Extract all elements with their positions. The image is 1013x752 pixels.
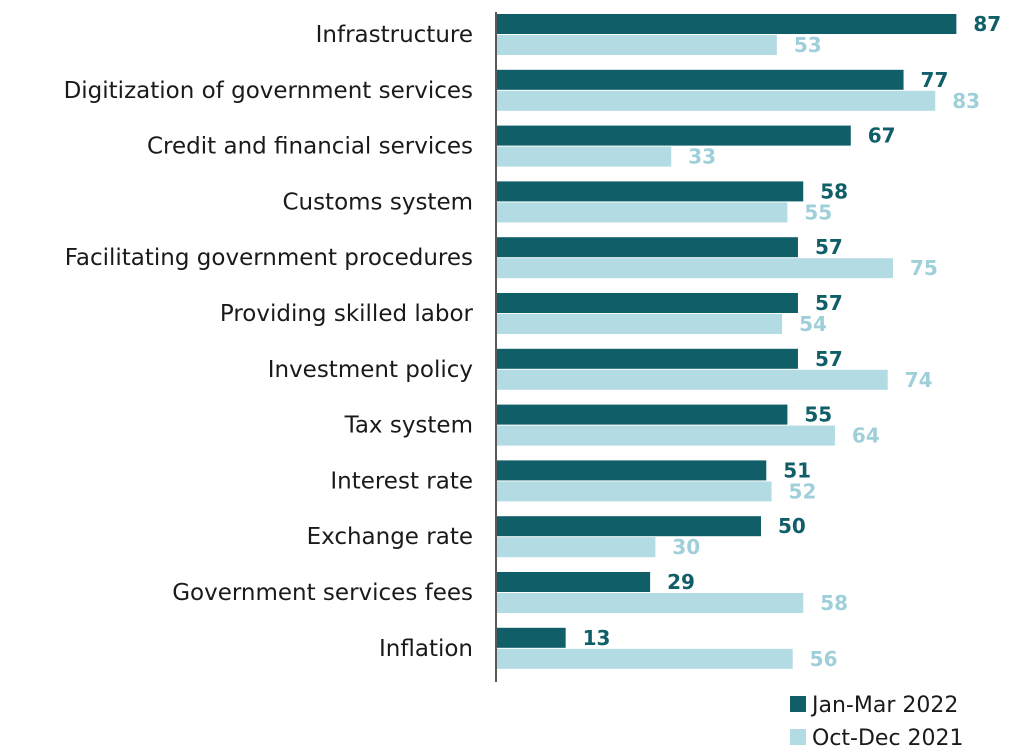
value-label-series-1: 55 [804, 200, 832, 224]
value-labels: 8753778367335855577557545774556451525030… [583, 12, 1002, 671]
category-label: Government services fees [172, 580, 473, 606]
value-label-series-0: 58 [820, 179, 848, 203]
bar-series-0 [497, 69, 904, 90]
value-label-series-1: 52 [789, 479, 817, 503]
bar-series-0 [497, 516, 761, 537]
legend: Jan-Mar 2022 Oct-Dec 2021 [790, 693, 964, 751]
bar-series-0 [497, 293, 798, 313]
bar-series-0 [497, 181, 804, 202]
category-label: Customs system [282, 189, 473, 215]
value-label-series-0: 87 [973, 12, 1001, 36]
bar-series-0 [497, 348, 798, 369]
value-label-series-1: 74 [905, 368, 933, 392]
value-label-series-1: 53 [794, 33, 822, 57]
category-label: Digitization of government services [64, 78, 473, 104]
value-label-series-0: 77 [921, 68, 949, 92]
category-label: Credit and financial services [147, 134, 473, 160]
bar-series-1 [497, 90, 936, 111]
value-label-series-1: 83 [952, 89, 980, 113]
bar-series-0 [497, 14, 957, 34]
bar-series-1 [497, 425, 835, 446]
bar-series-1 [497, 593, 804, 613]
category-label: Exchange rate [307, 524, 473, 550]
bar-series-0 [497, 125, 851, 146]
bar-series-1 [497, 648, 793, 669]
bar-series-1 [497, 35, 777, 55]
category-label: Facilitating government procedures [65, 245, 473, 271]
bar-series-0 [497, 460, 767, 481]
category-label: Investment policy [268, 357, 473, 383]
category-label: Providing skilled labor [220, 301, 474, 327]
value-label-series-1: 30 [672, 535, 700, 559]
bar-series-1 [497, 146, 672, 167]
bar-series-1 [497, 202, 788, 223]
bar-series-1 [497, 481, 772, 502]
value-label-series-0: 57 [815, 235, 843, 259]
value-label-series-0: 29 [667, 570, 695, 594]
value-label-series-0: 67 [868, 124, 896, 148]
category-labels: Infrastructure Digitization of government… [64, 22, 474, 662]
value-label-series-1: 56 [810, 647, 838, 671]
value-label-series-1: 54 [799, 312, 827, 336]
value-label-series-1: 75 [910, 256, 938, 280]
category-label: Infrastructure [316, 22, 473, 48]
value-label-series-1: 58 [820, 591, 848, 615]
bar-series-0 [497, 237, 798, 258]
value-label-series-0: 55 [804, 403, 832, 427]
value-label-series-0: 57 [815, 347, 843, 371]
value-label-series-0: 51 [783, 458, 811, 482]
category-label: Tax system [344, 413, 473, 439]
value-label-series-0: 57 [815, 291, 843, 315]
bar-series-0 [497, 627, 566, 648]
value-label-series-1: 33 [688, 145, 716, 169]
category-label: Interest rate [330, 468, 473, 494]
bars-layer [497, 14, 957, 669]
category-label: Inflation [379, 636, 473, 662]
legend-swatch-series-1 [790, 729, 806, 745]
bar-series-0 [497, 572, 651, 592]
bar-series-1 [497, 369, 888, 390]
legend-label-series-0: Jan-Mar 2022 [810, 693, 958, 718]
bar-series-0 [497, 404, 788, 425]
value-label-series-1: 64 [852, 424, 880, 448]
bar-series-1 [497, 258, 893, 279]
bar-series-1 [497, 537, 656, 558]
legend-swatch-series-0 [790, 696, 806, 712]
value-label-series-0: 13 [583, 626, 611, 650]
bar-series-1 [497, 314, 783, 334]
value-label-series-0: 50 [778, 514, 806, 538]
legend-label-series-1: Oct-Dec 2021 [812, 726, 964, 751]
